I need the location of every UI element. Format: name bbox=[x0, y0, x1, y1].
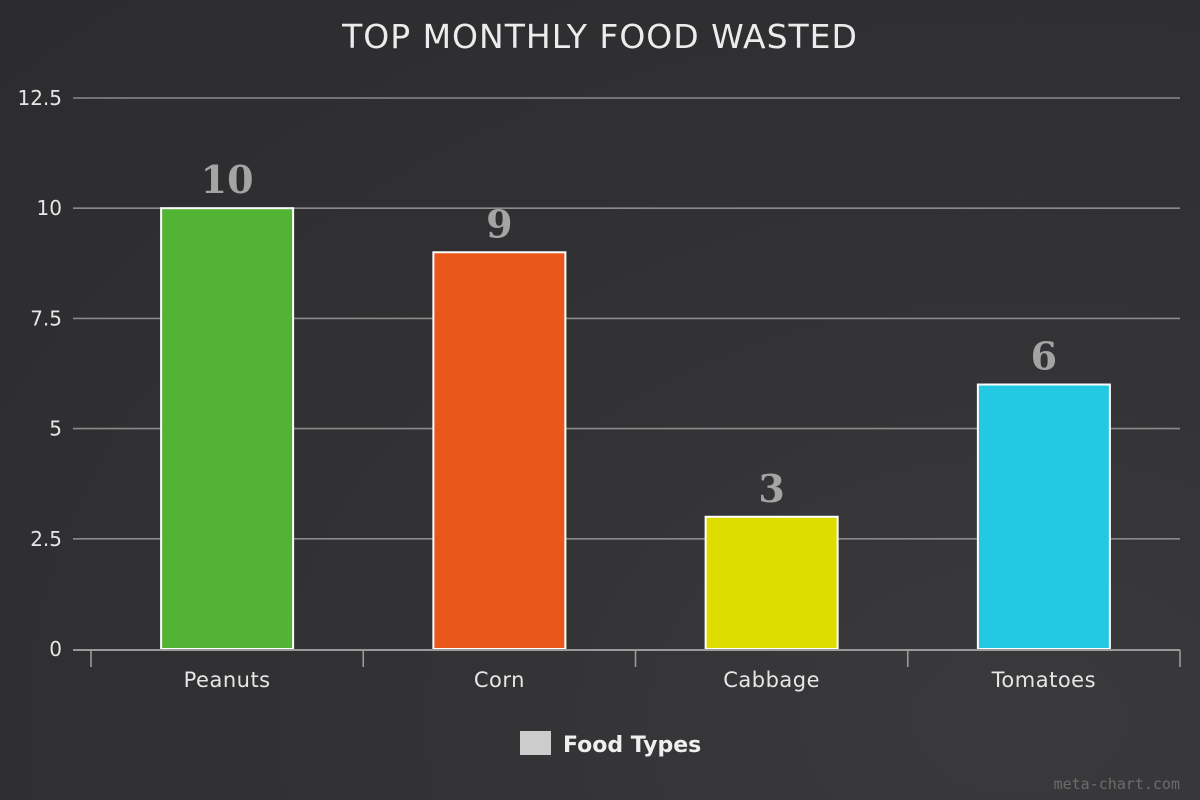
bar-corn[interactable] bbox=[432, 251, 567, 650]
bar-peanuts[interactable] bbox=[160, 207, 295, 650]
y-tick-label: 2.5 bbox=[30, 527, 62, 551]
bar-tomatoes[interactable] bbox=[976, 383, 1111, 650]
x-tick-label: Peanuts bbox=[184, 668, 271, 692]
bar-cabbage[interactable] bbox=[704, 515, 839, 651]
x-axis bbox=[73, 649, 1181, 667]
y-axis-tick-labels: 0 2.5 5 7.5 10 12.5 bbox=[17, 86, 62, 661]
y-tick-label: 5 bbox=[49, 417, 62, 441]
y-tick-label: 7.5 bbox=[30, 306, 62, 330]
legend-label: Food Types bbox=[563, 733, 701, 758]
x-tick-label: Corn bbox=[474, 668, 525, 692]
y-tick-label: 0 bbox=[49, 637, 62, 661]
data-label: 6 bbox=[1031, 334, 1057, 379]
legend-swatch bbox=[520, 731, 551, 755]
x-tick-label: Cabbage bbox=[723, 668, 820, 692]
data-labels: 10 9 3 6 bbox=[201, 157, 1057, 511]
legend[interactable]: Food Types bbox=[520, 731, 701, 758]
y-tick-label: 10 bbox=[37, 196, 62, 220]
x-tick-label: Tomatoes bbox=[991, 668, 1096, 692]
data-label: 9 bbox=[486, 201, 512, 246]
bars bbox=[160, 207, 1111, 651]
data-label: 10 bbox=[201, 157, 254, 202]
x-axis-category-labels: Peanuts Corn Cabbage Tomatoes bbox=[184, 668, 1096, 692]
data-label: 3 bbox=[758, 466, 784, 511]
chart-title: TOP MONTHLY FOOD WASTED bbox=[341, 17, 858, 56]
y-tick-label: 12.5 bbox=[17, 86, 62, 110]
watermark-text[interactable]: meta-chart.com bbox=[1054, 775, 1180, 793]
